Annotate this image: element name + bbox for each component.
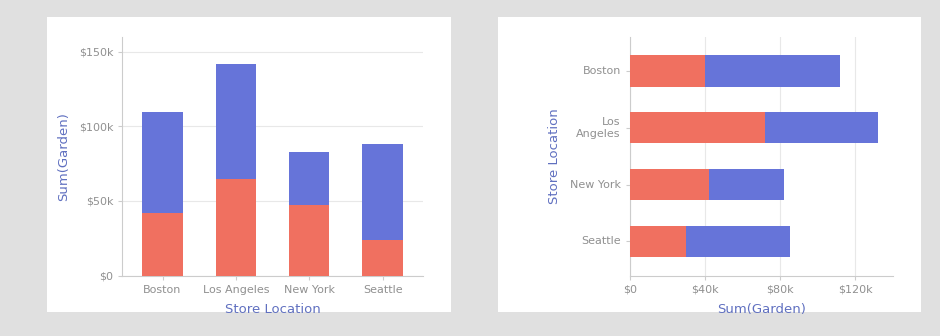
Bar: [216, 179, 256, 276]
Bar: [630, 226, 686, 257]
Bar: [630, 112, 765, 143]
Bar: [709, 169, 784, 200]
Bar: [142, 213, 182, 276]
Bar: [686, 226, 790, 257]
Bar: [363, 144, 403, 240]
Bar: [630, 55, 705, 87]
Bar: [630, 169, 709, 200]
Y-axis label: Sum(Garden): Sum(Garden): [57, 112, 70, 201]
X-axis label: Store Location: Store Location: [225, 303, 321, 316]
Bar: [290, 152, 329, 205]
Bar: [142, 112, 182, 213]
Bar: [705, 55, 840, 87]
Y-axis label: Store Location: Store Location: [548, 109, 561, 204]
Bar: [765, 112, 878, 143]
Bar: [216, 64, 256, 179]
X-axis label: Sum(Garden): Sum(Garden): [717, 303, 806, 316]
Bar: [290, 205, 329, 276]
Bar: [363, 240, 403, 276]
